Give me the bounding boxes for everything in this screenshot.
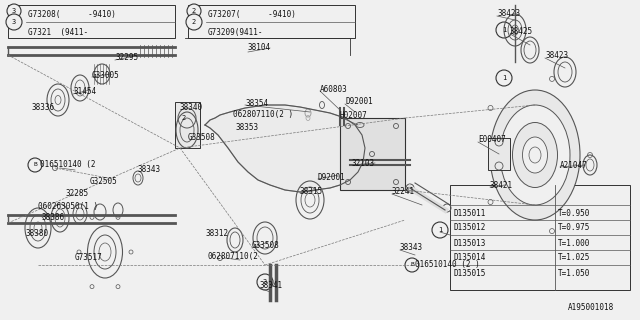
Text: 38341: 38341 — [260, 282, 283, 291]
Text: 32295: 32295 — [115, 52, 138, 61]
Text: H02007: H02007 — [340, 110, 368, 119]
Text: G73209(9411-: G73209(9411- — [208, 28, 264, 36]
Text: D92001: D92001 — [345, 98, 372, 107]
Text: B: B — [33, 163, 37, 167]
Bar — [188, 5, 355, 38]
Text: 32241: 32241 — [392, 188, 415, 196]
Text: 062807110(2: 062807110(2 — [207, 252, 258, 260]
Polygon shape — [205, 105, 365, 192]
Text: G33508: G33508 — [252, 242, 280, 251]
Text: 1: 1 — [438, 227, 442, 233]
Circle shape — [176, 110, 192, 126]
Text: 38421: 38421 — [490, 180, 513, 189]
Text: G32505: G32505 — [90, 178, 118, 187]
Text: 32285: 32285 — [65, 189, 88, 198]
Text: 060263050(1 ): 060263050(1 ) — [38, 202, 98, 211]
Text: 32103: 32103 — [352, 158, 375, 167]
Text: 38336: 38336 — [32, 103, 55, 113]
Text: G73208(      -9410): G73208( -9410) — [28, 10, 116, 19]
Text: B: B — [410, 262, 414, 268]
Text: T=1.025: T=1.025 — [558, 253, 590, 262]
Text: 38104: 38104 — [248, 44, 271, 52]
Text: D135015: D135015 — [453, 268, 485, 277]
Ellipse shape — [513, 123, 557, 188]
Bar — [488, 138, 510, 170]
Bar — [175, 102, 200, 148]
Text: 38423: 38423 — [545, 52, 568, 60]
Text: 1: 1 — [502, 27, 506, 33]
Text: D135014: D135014 — [453, 253, 485, 262]
Text: 062807110(2 ): 062807110(2 ) — [233, 110, 293, 119]
Text: 2: 2 — [192, 19, 196, 25]
Text: E00407: E00407 — [478, 135, 506, 145]
Circle shape — [28, 158, 42, 172]
Bar — [8, 5, 175, 38]
Circle shape — [432, 222, 448, 238]
Circle shape — [7, 4, 21, 18]
Circle shape — [496, 70, 512, 86]
Text: 3: 3 — [12, 8, 16, 14]
Text: 2: 2 — [182, 115, 186, 121]
Text: G33508: G33508 — [188, 132, 216, 141]
Circle shape — [496, 22, 512, 38]
Text: 31454: 31454 — [73, 87, 96, 97]
Bar — [450, 185, 630, 290]
Text: 38340: 38340 — [180, 103, 203, 113]
Text: T=0.975: T=0.975 — [558, 223, 590, 233]
Text: 38353: 38353 — [235, 123, 258, 132]
Text: 38380: 38380 — [26, 229, 49, 238]
Text: 3: 3 — [12, 19, 16, 25]
Text: D135012: D135012 — [453, 223, 485, 233]
Text: D92001: D92001 — [318, 172, 346, 181]
Text: D135011: D135011 — [453, 209, 485, 218]
Text: 38425: 38425 — [510, 28, 533, 36]
Text: 1: 1 — [502, 75, 506, 81]
Text: 38354: 38354 — [245, 99, 268, 108]
Circle shape — [186, 14, 202, 30]
Text: T=1.000: T=1.000 — [558, 238, 590, 247]
Text: D135013: D135013 — [453, 238, 485, 247]
Text: A60803: A60803 — [320, 84, 348, 93]
Text: 38315: 38315 — [300, 187, 323, 196]
Text: G73517: G73517 — [75, 253, 103, 262]
Text: G73207(      -9410): G73207( -9410) — [208, 10, 296, 19]
Circle shape — [257, 274, 273, 290]
Text: T=1.050: T=1.050 — [558, 268, 590, 277]
Ellipse shape — [500, 105, 570, 205]
Text: 38386: 38386 — [42, 213, 65, 222]
Text: 38423: 38423 — [497, 10, 520, 19]
Bar — [340, 118, 405, 190]
Text: 016510140 (2: 016510140 (2 — [40, 161, 95, 170]
Text: 2: 2 — [192, 8, 196, 14]
Text: G7321  (9411-: G7321 (9411- — [28, 28, 88, 36]
Text: 38343: 38343 — [138, 165, 161, 174]
Text: A21047: A21047 — [560, 161, 588, 170]
Circle shape — [405, 258, 419, 272]
Text: 3: 3 — [263, 279, 267, 285]
Text: 016510140 (2 ): 016510140 (2 ) — [415, 260, 480, 268]
Text: 38343: 38343 — [400, 244, 423, 252]
Ellipse shape — [490, 90, 580, 220]
Text: G33005: G33005 — [92, 70, 120, 79]
Ellipse shape — [522, 137, 547, 173]
Text: T=0.950: T=0.950 — [558, 209, 590, 218]
Text: A195001018: A195001018 — [568, 303, 614, 313]
Text: 38312: 38312 — [205, 229, 228, 238]
Circle shape — [187, 4, 201, 18]
Circle shape — [6, 14, 22, 30]
